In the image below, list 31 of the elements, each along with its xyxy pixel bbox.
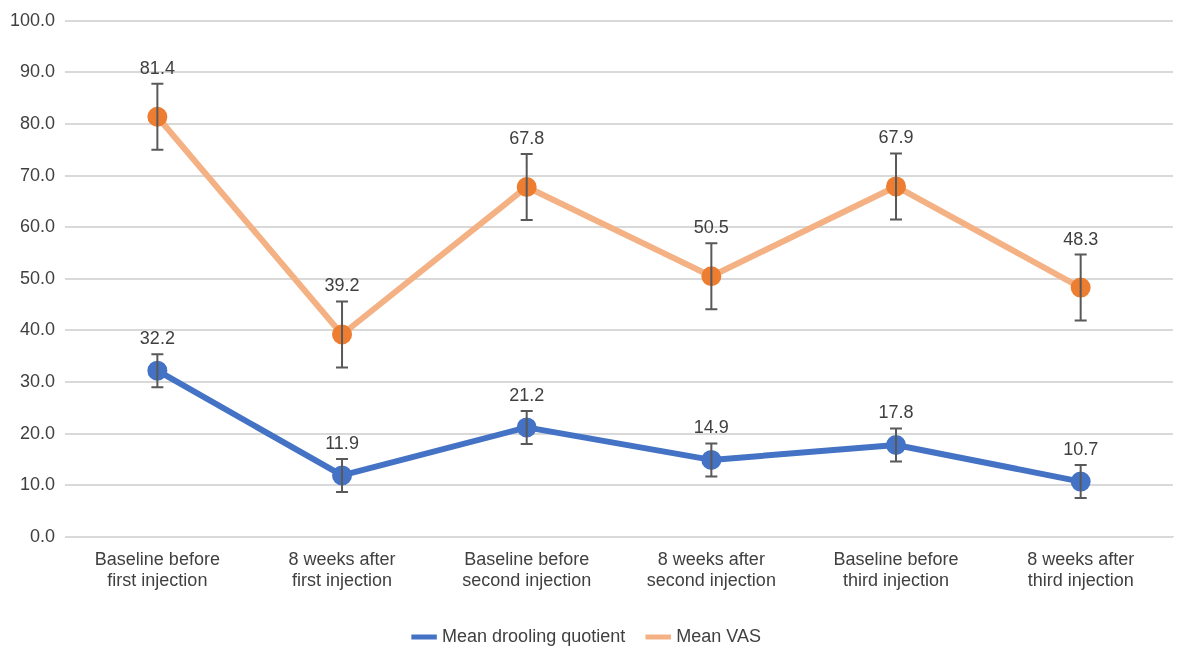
y-tick-label: 60.0: [20, 216, 56, 237]
data-label: 81.4: [139, 57, 175, 78]
y-tick-label: 0.0: [30, 525, 56, 546]
x-tick-label: Baseline before second injection: [462, 548, 592, 591]
data-label: 48.3: [1063, 228, 1099, 249]
x-tick-label: Baseline before first injection: [94, 548, 220, 591]
data-label: 17.8: [878, 402, 914, 423]
data-label: 39.2: [324, 275, 360, 296]
data-label: 50.5: [693, 217, 729, 238]
x-tick-label: 8 weeks after first injection: [288, 548, 396, 591]
data-label: 11.9: [325, 432, 359, 453]
x-tick-label: 8 weeks after second injection: [646, 548, 776, 591]
x-tick-label: 8 weeks after third injection: [1027, 548, 1135, 591]
data-label: 21.2: [509, 384, 545, 405]
y-tick-label: 70.0: [20, 164, 56, 185]
data-label: 67.9: [878, 127, 914, 148]
y-tick-label: 90.0: [20, 61, 56, 82]
y-tick-label: 40.0: [20, 319, 56, 340]
y-tick-label: 80.0: [20, 112, 56, 133]
data-label: 32.2: [139, 328, 175, 349]
y-tick-label: 100.0: [10, 9, 56, 30]
y-tick-label: 50.0: [20, 267, 56, 288]
data-label: 10.7: [1063, 439, 1099, 460]
legend-label: Mean VAS: [676, 625, 761, 646]
y-tick-label: 30.0: [20, 370, 56, 391]
legend-label: Mean drooling quotient: [442, 625, 626, 646]
x-tick-label: Baseline before third injection: [833, 548, 959, 591]
data-label: 14.9: [693, 417, 729, 438]
data-label: 67.8: [509, 127, 545, 148]
y-tick-label: 10.0: [20, 474, 56, 495]
y-tick-label: 20.0: [20, 422, 56, 443]
